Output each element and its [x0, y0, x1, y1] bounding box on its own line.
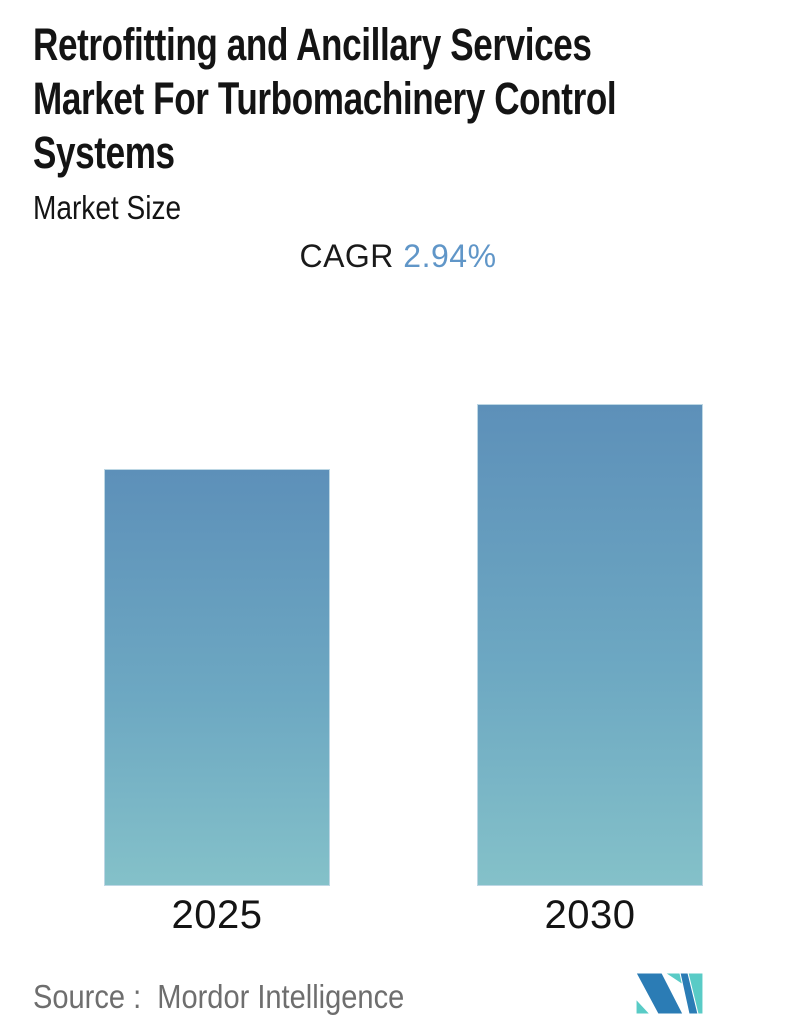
x-axis-label-2025: 2025 [171, 893, 263, 937]
logo-m-mark [636, 973, 703, 1014]
page-title-line-1: Retrofitting and Ancillary Services [33, 19, 592, 70]
source-attribution: Source : Mordor Intelligence [33, 978, 405, 1015]
cagr-callout: CAGR 2.94% [0, 238, 796, 275]
cagr-label: CAGR [299, 238, 394, 274]
bar-2030[interactable] [477, 404, 703, 886]
cagr-value: 2.94% [403, 238, 497, 274]
bar-2025[interactable] [104, 469, 330, 886]
mordor-intelligence-logo [636, 973, 703, 1014]
page-title-line-3: Systems [33, 127, 175, 178]
page-title-line-2: Market For Turbomachinery Control [33, 73, 617, 124]
x-axis-label-2030: 2030 [544, 893, 636, 937]
chart-subtitle: Market Size [33, 189, 182, 226]
page-title: Retrofitting and Ancillary Services Mark… [33, 18, 617, 180]
